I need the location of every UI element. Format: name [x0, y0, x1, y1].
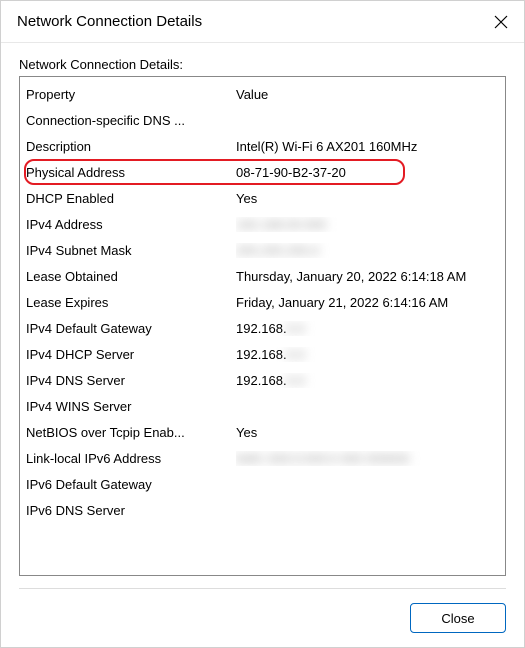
table-row[interactable]: IPv6 DNS Server: [20, 497, 505, 523]
row-value: Yes: [236, 191, 499, 206]
row-property: IPv4 DHCP Server: [26, 347, 236, 362]
row-value: 192.168.0.0: [236, 321, 499, 336]
row-property: IPv4 DNS Server: [26, 373, 236, 388]
row-property: IPv4 Subnet Mask: [26, 243, 236, 258]
header-value: Value: [236, 87, 499, 102]
row-value: Friday, January 21, 2022 6:14:16 AM: [236, 295, 499, 310]
close-button[interactable]: Close: [410, 603, 506, 633]
table-row[interactable]: Connection-specific DNS ...: [20, 107, 505, 133]
row-value: fe80::000:0:000:0 000 000000: [236, 451, 499, 466]
row-property: IPv4 Default Gateway: [26, 321, 236, 336]
dialog-content: Network Connection Details: Property Val…: [1, 43, 524, 580]
header-property: Property: [26, 87, 236, 102]
table-row[interactable]: DHCP EnabledYes: [20, 185, 505, 211]
row-value: 192.168.00.000: [236, 217, 499, 232]
row-value: 08-71-90-B2-37-20: [236, 165, 499, 180]
table-row[interactable]: IPv4 WINS Server: [20, 393, 505, 419]
row-value: Yes: [236, 425, 499, 440]
close-icon: [494, 15, 508, 29]
row-property: Lease Expires: [26, 295, 236, 310]
row-property: IPv4 WINS Server: [26, 399, 236, 414]
row-property: Link-local IPv6 Address: [26, 451, 236, 466]
row-value: 192.168.0.0: [236, 347, 499, 362]
row-property: NetBIOS over Tcpip Enab...: [26, 425, 236, 440]
window-title: Network Connection Details: [17, 13, 478, 30]
table-row[interactable]: Lease ObtainedThursday, January 20, 2022…: [20, 263, 505, 289]
table-row[interactable]: IPv4 Address192.168.00.000: [20, 211, 505, 237]
row-property: Description: [26, 139, 236, 154]
network-connection-details-dialog: Network Connection Details Network Conne…: [0, 0, 525, 648]
header-row: Property Value: [20, 81, 505, 107]
table-row[interactable]: Lease ExpiresFriday, January 21, 2022 6:…: [20, 289, 505, 315]
title-bar: Network Connection Details: [1, 1, 524, 43]
row-property: Connection-specific DNS ...: [26, 113, 236, 128]
table-row[interactable]: IPv4 DHCP Server192.168.0.0: [20, 341, 505, 367]
table-row[interactable]: IPv4 Subnet Mask255.255.255.0: [20, 237, 505, 263]
row-property: IPv6 Default Gateway: [26, 477, 236, 492]
row-value: Thursday, January 20, 2022 6:14:18 AM: [236, 269, 499, 284]
row-property: Physical Address: [26, 165, 236, 180]
row-value: 192.168.0.0: [236, 373, 499, 388]
table-row[interactable]: IPv6 Default Gateway: [20, 471, 505, 497]
row-property: DHCP Enabled: [26, 191, 236, 206]
table-row[interactable]: IPv4 DNS Server192.168.0.0: [20, 367, 505, 393]
table-row[interactable]: NetBIOS over Tcpip Enab...Yes: [20, 419, 505, 445]
row-property: Lease Obtained: [26, 269, 236, 284]
row-value: 255.255.255.0: [236, 243, 499, 258]
details-list-box: Property Value Connection-specific DNS .…: [19, 76, 506, 576]
table-row[interactable]: Physical Address08-71-90-B2-37-20: [20, 159, 505, 185]
row-property: IPv4 Address: [26, 217, 236, 232]
dialog-footer: Close: [1, 589, 524, 647]
section-label: Network Connection Details:: [19, 57, 506, 72]
table-row[interactable]: DescriptionIntel(R) Wi-Fi 6 AX201 160MHz: [20, 133, 505, 159]
window-close-button[interactable]: [478, 1, 524, 43]
row-property: IPv6 DNS Server: [26, 503, 236, 518]
row-value: Intel(R) Wi-Fi 6 AX201 160MHz: [236, 139, 499, 154]
table-row[interactable]: Link-local IPv6 Addressfe80::000:0:000:0…: [20, 445, 505, 471]
table-row[interactable]: IPv4 Default Gateway192.168.0.0: [20, 315, 505, 341]
